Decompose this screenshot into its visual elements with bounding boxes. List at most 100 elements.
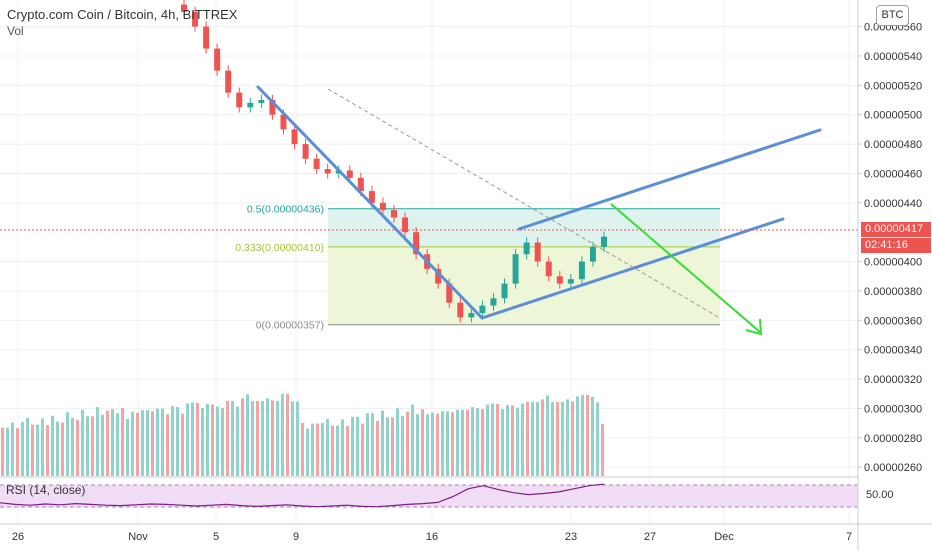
fib-level-label: 0(0.00000357) — [256, 320, 324, 332]
down-trendline — [256, 85, 484, 320]
candle-body — [391, 210, 397, 218]
x-tick-label: 9 — [293, 531, 299, 543]
volume-bar — [486, 404, 489, 476]
candle-body — [512, 254, 519, 284]
candle-body — [534, 242, 541, 262]
y-tick-label: 0.00000320 — [864, 374, 922, 386]
candle-body — [357, 177, 364, 192]
volume-bar — [351, 416, 354, 476]
volume-bar — [261, 400, 264, 476]
volume-bar — [146, 410, 149, 476]
candle-body — [280, 114, 287, 130]
volume-bar — [526, 401, 529, 476]
volume-bar — [476, 408, 479, 476]
volume-bar — [231, 400, 234, 476]
volume-bar — [266, 398, 269, 476]
candle-body — [203, 26, 210, 49]
volume-bar — [61, 422, 64, 476]
candle-body — [368, 191, 375, 203]
candle-body — [501, 283, 508, 299]
volume-bar — [181, 413, 184, 476]
chart-title: Crypto.com Coin / Bitcoin, 4h, BITTREX — [7, 7, 238, 22]
rsi-line — [0, 483, 605, 508]
volume-bar — [221, 408, 224, 476]
candle-body — [192, 11, 199, 27]
y-tick-label: 0.00000500 — [864, 110, 922, 122]
volume-bar — [596, 402, 599, 476]
y-tick-label: 0.00000280 — [864, 433, 922, 445]
volume-bar — [116, 413, 119, 476]
volume-bar — [571, 401, 574, 476]
candle-body — [269, 100, 276, 115]
volume-bar — [51, 415, 54, 476]
volume-bar — [81, 409, 84, 476]
volume-bar — [206, 404, 209, 476]
fib-level-label: 0.333(0.00000410) — [235, 242, 324, 254]
volume-bar — [26, 417, 29, 476]
volume-bar — [406, 411, 409, 476]
volume-bar — [211, 404, 214, 476]
volume-bar — [591, 396, 594, 476]
volume-bars — [1, 393, 604, 476]
volume-bar — [421, 409, 424, 476]
candle-body — [181, 4, 187, 12]
volume-bar — [346, 426, 349, 476]
volume-bar — [176, 407, 179, 476]
volume-bar — [311, 423, 314, 476]
volume-bar — [276, 400, 279, 476]
volume-bar — [101, 414, 104, 476]
volume-bar — [246, 394, 249, 476]
volume-bar — [186, 403, 189, 476]
y-tick-label: 0.00000360 — [864, 315, 922, 327]
y-tick-label: 0.00000520 — [864, 80, 922, 92]
candle-body — [589, 246, 596, 262]
rsi-pane — [0, 483, 858, 508]
volume-bar — [76, 419, 79, 476]
volume-bar — [536, 401, 539, 476]
drawings[interactable] — [0, 85, 858, 336]
volume-bar — [426, 414, 429, 476]
y-tick-label: 0.00000340 — [864, 345, 922, 357]
x-tick-label: 23 — [565, 531, 577, 543]
volume-bar — [446, 411, 449, 476]
volume-bar — [306, 428, 309, 476]
x-tick-label: 16 — [426, 531, 438, 543]
x-tick-label: 27 — [644, 531, 656, 543]
volume-bar — [171, 406, 174, 476]
volume-bar — [66, 412, 69, 476]
candle-body — [490, 298, 497, 306]
volume-bar — [201, 408, 204, 476]
volume-bar — [31, 424, 34, 476]
candle-body — [468, 312, 475, 318]
volume-bar — [36, 424, 39, 476]
volume-bar — [106, 410, 109, 476]
x-tick-label: 7 — [846, 531, 852, 543]
volume-bar — [226, 400, 229, 476]
volume-bar — [471, 407, 474, 476]
candle-body — [567, 279, 574, 284]
currency-button[interactable]: BTC — [876, 5, 909, 26]
volume-bar — [281, 393, 284, 476]
volume-bar — [11, 422, 14, 476]
volume-bar — [361, 423, 364, 476]
candle-body — [601, 236, 607, 247]
y-tick-label: 0.00000400 — [864, 257, 922, 269]
candle-body — [225, 70, 232, 93]
candle-body — [313, 158, 320, 170]
volume-bar — [541, 399, 544, 476]
volume-bar — [511, 405, 514, 476]
fib-level-label: 0.5(0.00000436) — [247, 204, 324, 216]
y-tick-label: 0.00000460 — [864, 168, 922, 180]
candle-body — [402, 217, 409, 233]
last-price-tag: 0.00000417 — [861, 222, 931, 237]
channel-upper-line — [517, 128, 822, 231]
volume-bar — [151, 411, 154, 476]
candle-body — [578, 261, 585, 280]
candle-body — [214, 48, 221, 71]
volume-bar — [521, 403, 524, 476]
volume-bar — [381, 410, 384, 476]
candle-body — [413, 232, 420, 255]
y-tick-label: 0.00000260 — [864, 462, 922, 474]
